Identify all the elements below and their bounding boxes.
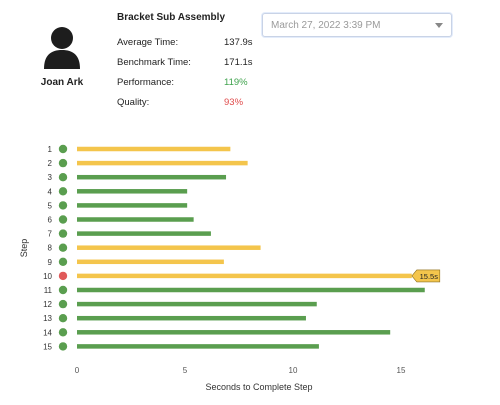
step-label: 11 <box>44 286 53 295</box>
step-label: 15 <box>43 342 52 351</box>
step-label: 1 <box>48 145 53 154</box>
x-tick-label: 10 <box>289 366 298 375</box>
quality-row: Quality: 93% <box>117 92 267 112</box>
step-status-dot <box>58 328 68 337</box>
quality-label: Quality: <box>117 96 150 108</box>
step-status-dot <box>58 187 68 196</box>
assembly-title: Bracket Sub Assembly <box>117 12 226 23</box>
performance-label: Performance: <box>117 76 175 88</box>
value-callout-label: 15.5s <box>420 272 439 281</box>
chevron-down-icon[interactable] <box>435 22 443 28</box>
assembly-summary: Bracket Sub Assembly Average Time: 137.9… <box>117 12 267 112</box>
value-callout <box>411 269 441 283</box>
user-avatar-icon <box>44 27 80 69</box>
step-bar <box>77 203 188 208</box>
step-time-chart: 0 5 10 15 Seconds to Complete Step Step 1 2 3 4 5 6… <box>0 130 500 400</box>
step-label: 6 <box>48 216 53 225</box>
step-status-dot <box>58 158 68 168</box>
step-label: 9 <box>48 258 53 267</box>
step-bar <box>77 259 224 265</box>
date-time-select[interactable]: March 27, 2022 3:39 PM <box>262 13 452 37</box>
benchmark-time-value: 171.1s <box>224 56 253 68</box>
step-status-dot <box>58 271 68 281</box>
quality-value: 93% <box>224 96 244 108</box>
step-label: 3 <box>48 173 53 182</box>
step-status-dot <box>58 285 68 295</box>
step-bar <box>77 174 227 180</box>
step-status-dot <box>58 215 68 224</box>
y-axis-label: Step <box>19 239 29 258</box>
step-label: 14 <box>43 328 52 337</box>
benchmark-time-row: Benchmark Time: 171.1s <box>117 52 267 72</box>
step-bar <box>77 217 194 222</box>
step-status-dot <box>58 201 68 210</box>
step-bar <box>77 330 391 335</box>
operator-name: Joan Ark <box>40 77 84 88</box>
step-bar <box>77 189 188 194</box>
step-label: 5 <box>48 201 53 210</box>
step-status-dot <box>58 314 68 323</box>
step-bar <box>77 231 211 236</box>
operator-profile: Joan Ark <box>30 25 94 88</box>
performance-value: 119% <box>224 76 248 88</box>
step-bar <box>77 245 261 250</box>
step-label: 7 <box>48 230 53 239</box>
step-bar <box>77 273 412 279</box>
performance-row: Performance: 119% <box>117 72 267 92</box>
step-status-dot <box>58 257 68 266</box>
step-bar <box>77 344 319 349</box>
step-status-dot <box>58 299 68 309</box>
step-label: 4 <box>48 187 53 196</box>
x-axis-label: Seconds to Complete Step <box>205 382 312 392</box>
average-time-label: Average Time: <box>117 36 179 48</box>
step-bar <box>77 301 317 307</box>
step-label: 8 <box>48 244 53 253</box>
step-bar <box>77 287 425 293</box>
benchmark-time-label: Benchmark Time: <box>117 56 191 68</box>
step-label: 2 <box>48 159 53 168</box>
x-tick-label: 5 <box>183 366 188 375</box>
step-status-dot <box>58 342 68 351</box>
step-status-dot <box>58 229 68 238</box>
average-time-value: 137.9s <box>224 36 253 48</box>
step-status-dot <box>58 173 68 182</box>
step-bar <box>77 146 231 152</box>
step-status-dot <box>58 144 68 154</box>
average-time-row: Average Time: 137.9s <box>117 32 267 52</box>
step-label: 13 <box>43 314 52 323</box>
step-bar <box>77 160 248 166</box>
step-status-dot <box>58 243 68 252</box>
step-label: 10 <box>43 272 52 281</box>
step-bar <box>77 315 306 321</box>
x-tick-label: 0 <box>75 366 80 375</box>
step-label: 12 <box>43 300 52 309</box>
x-tick-label: 15 <box>397 366 406 375</box>
date-time-select-value: March 27, 2022 3:39 PM <box>271 19 381 31</box>
